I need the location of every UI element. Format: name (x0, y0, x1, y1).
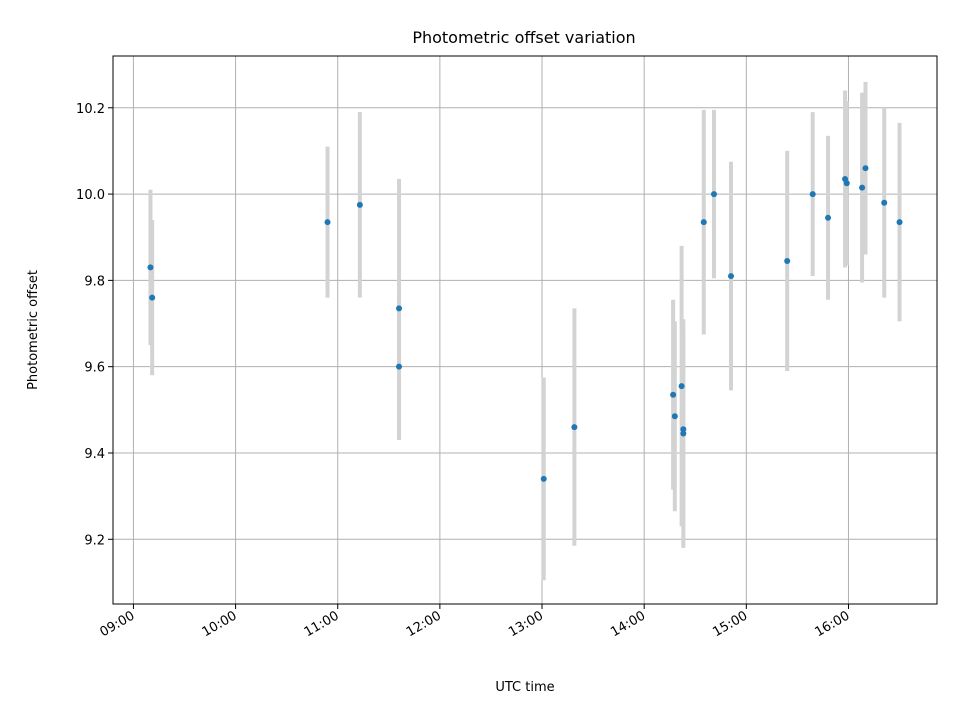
data-point (396, 305, 403, 312)
chart-title: Photometric offset variation (412, 28, 635, 47)
data-point (825, 214, 832, 221)
x-tick-label: 11:00 (302, 608, 342, 640)
data-point (881, 199, 888, 206)
grid (113, 56, 937, 604)
data-point (324, 219, 331, 226)
x-tick-label: 14:00 (608, 608, 648, 640)
x-tick-label: 09:00 (97, 608, 137, 640)
x-tick-label: 10:00 (200, 608, 240, 640)
data-point (147, 264, 154, 271)
x-tick-label: 12:00 (404, 608, 444, 640)
data-points (147, 165, 903, 482)
data-point (784, 257, 791, 264)
data-point (571, 424, 578, 431)
x-axis: 09:00 10:00 11:00 12:00 13:00 14:00 15:00 16:00 (97, 604, 852, 640)
data-point (671, 413, 678, 420)
data-point (540, 475, 547, 482)
data-point (700, 219, 707, 226)
data-point (678, 383, 685, 390)
y-tick-label: 10.2 (76, 102, 105, 117)
y-axis-label: Photometric offset (26, 270, 41, 390)
y-tick-label: 9.2 (84, 533, 105, 548)
data-point (862, 165, 869, 172)
data-point (843, 180, 850, 187)
x-tick-label: 15:00 (710, 608, 750, 640)
data-point (680, 430, 687, 437)
y-axis: 9.2 9.4 9.6 9.8 10.0 10.2 (76, 102, 113, 548)
y-tick-label: 9.8 (84, 274, 105, 289)
data-point (710, 191, 717, 198)
data-point (896, 219, 903, 226)
plot-frame (112, 55, 938, 605)
data-point (728, 273, 734, 280)
data-point (396, 363, 403, 370)
data-point (149, 294, 156, 301)
x-axis-label: UTC time (495, 680, 554, 695)
data-point (680, 426, 687, 433)
data-point (809, 191, 816, 198)
x-tick-label: 16:00 (813, 608, 853, 640)
y-tick-label: 9.6 (84, 361, 105, 376)
data-point (356, 201, 363, 208)
y-tick-label: 9.4 (84, 447, 105, 462)
x-tick-label: 13:00 (506, 608, 546, 640)
errorbars (148, 81, 902, 581)
data-point (859, 184, 866, 191)
y-tick-label: 10.0 (76, 188, 105, 203)
data-point (670, 391, 677, 398)
